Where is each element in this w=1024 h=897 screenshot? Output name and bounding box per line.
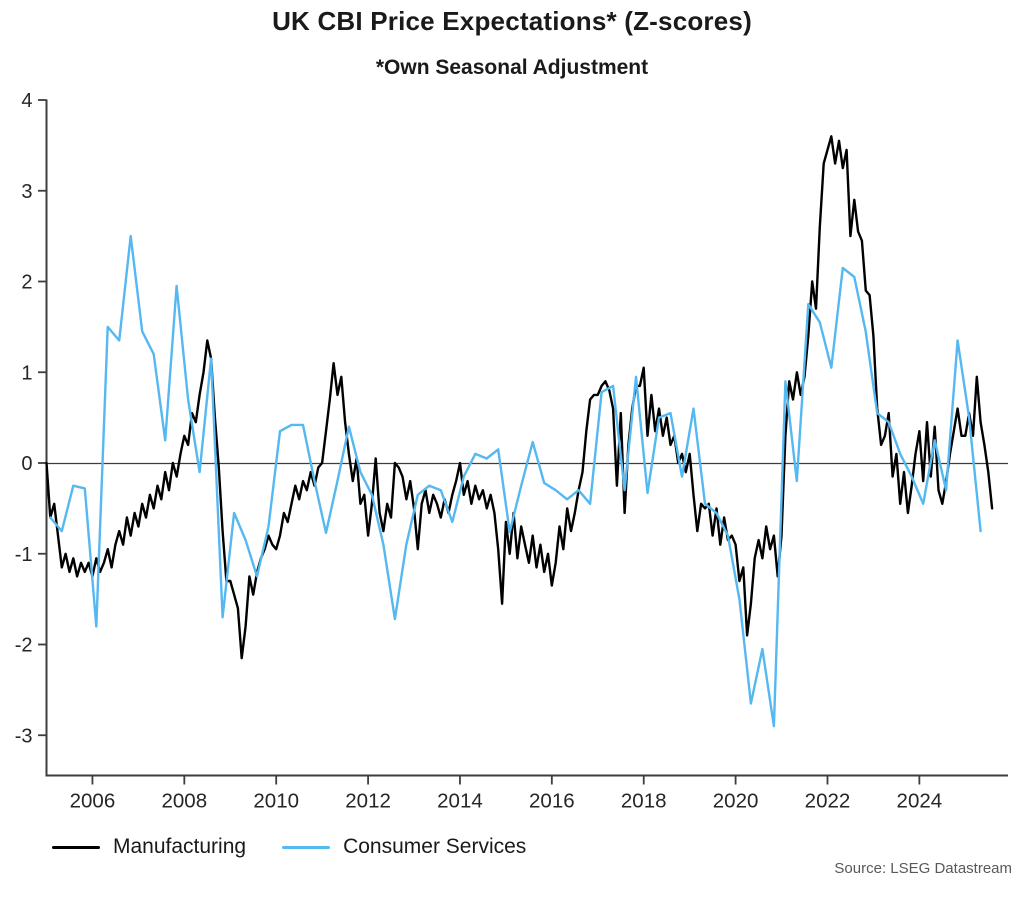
series-consumer-services-line — [49, 234, 982, 728]
legend-item-consumer-services: Consumer Services — [282, 835, 526, 859]
x-tick-label: 2024 — [897, 790, 943, 813]
consumer-services-line-swatch — [282, 845, 331, 849]
legend-item-manufacturing: Manufacturing — [52, 835, 246, 859]
chart-title: UK CBI Price Expectations* (Z-scores) — [272, 6, 752, 36]
source-text: Source: LSEG Datastream — [834, 860, 1012, 877]
y-tick-label: -1 — [15, 544, 33, 566]
x-tick-label: 2016 — [529, 790, 575, 813]
chart-subtitle: *Own Seasonal Adjustment — [375, 56, 649, 79]
y-tick-label: 2 — [21, 272, 32, 294]
series-manufacturing-line — [45, 135, 994, 660]
x-tick-label: 2012 — [345, 790, 391, 813]
y-tick-label: 1 — [21, 362, 32, 384]
y-tick-label: -2 — [15, 635, 33, 657]
x-tick-label: 2020 — [713, 790, 759, 813]
manufacturing-line-swatch — [52, 845, 100, 849]
x-tick-label: 2014 — [437, 790, 483, 813]
chart-canvas: 4 3 2 1 0 -1 -2 -3 2006 2008 2010 2012 2014 2016 2018 2… — [15, 90, 1008, 813]
x-tick-label: 2008 — [162, 790, 208, 813]
y-tick-label: 3 — [21, 181, 32, 203]
legend-label-consumer-services: Consumer Services — [343, 835, 527, 858]
x-tick-label: 2018 — [621, 790, 667, 813]
x-tick-label: 2022 — [805, 790, 851, 813]
x-tick-label: 2006 — [70, 790, 116, 813]
y-tick-label: -3 — [15, 725, 33, 747]
chart-legend: Manufacturing Consumer Services — [52, 835, 526, 859]
legend-label-manufacturing: Manufacturing — [113, 835, 247, 858]
x-tick-label: 2010 — [253, 790, 299, 813]
y-tick-label: 4 — [21, 90, 32, 112]
y-tick-label: 0 — [21, 453, 32, 475]
